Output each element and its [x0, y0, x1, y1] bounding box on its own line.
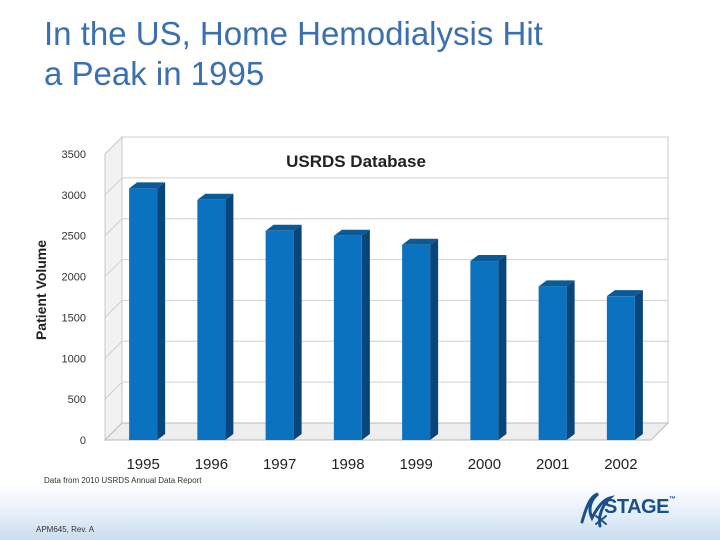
bar-side: [157, 182, 166, 440]
bar-side: [634, 290, 643, 440]
logo-trademark: ™: [668, 496, 676, 503]
bar: [333, 235, 362, 440]
chart-bars: [129, 182, 643, 440]
slide-title: In the US, Home Hemodialysis Hit a Peak …: [44, 14, 684, 94]
bar-top: [129, 182, 166, 189]
y-tick-label: 500: [68, 394, 86, 406]
y-tick-label: 1500: [62, 312, 86, 324]
bar-top: [265, 224, 302, 231]
x-axis-tick-labels: 1995 1996 1997 1998 1999 2000 2001 2002: [126, 456, 637, 473]
gridline: [104, 136, 668, 155]
chart-back-wall: [104, 135, 669, 442]
bar-top: [402, 238, 439, 245]
x-tick-label: 1999: [399, 456, 432, 473]
bar-side: [566, 280, 575, 440]
bar-side: [498, 255, 507, 440]
x-tick-label: 1996: [195, 456, 228, 473]
x-tick-label: 2001: [536, 456, 569, 473]
bar: [538, 286, 567, 440]
footer-code: APM645, Rev. A: [36, 525, 95, 534]
x-tick-label: 2000: [468, 456, 501, 473]
logo-swirl-icon: [580, 492, 615, 528]
side-wall: [104, 135, 123, 442]
bar: [265, 230, 294, 440]
bar: [129, 188, 158, 440]
bar-top: [606, 290, 643, 297]
y-tick-label: 2000: [62, 272, 86, 284]
chart-floor: [103, 422, 670, 441]
bar-side: [361, 229, 370, 440]
x-tick-label: 1995: [126, 456, 159, 473]
bar-top: [197, 193, 234, 200]
y-tick-label: 1000: [62, 353, 86, 365]
nxstage-logo: STAGE™: [576, 488, 688, 532]
bar: [606, 296, 635, 440]
y-axis-label: Patient Volume: [33, 240, 49, 340]
bar: [197, 199, 226, 440]
bar-side: [293, 224, 302, 440]
y-tick-label: 3000: [62, 190, 86, 202]
bar-top: [538, 280, 575, 287]
bar: [402, 244, 431, 440]
bar-side: [225, 193, 234, 440]
y-axis-tick-labels: 0 500 1000 1500 2000 2500 3000 3500: [62, 149, 86, 447]
source-note: Data from 2010 USRDS Annual Data Report: [44, 476, 202, 485]
bar-side: [430, 238, 439, 440]
bar: [470, 261, 499, 440]
slide-title-line-1: In the US, Home Hemodialysis Hit: [44, 15, 543, 52]
slide-title-line-2: a Peak in 1995: [44, 55, 265, 92]
logo-text: STAGE: [604, 496, 669, 518]
gridline: [104, 218, 668, 237]
gridline: [104, 177, 668, 196]
y-tick-label: 0: [80, 435, 86, 447]
x-tick-label: 1998: [331, 456, 364, 473]
bar-top: [470, 255, 507, 262]
x-tick-label: 2002: [604, 456, 637, 473]
y-tick-label: 3500: [62, 149, 86, 161]
y-tick-label: 2500: [62, 231, 86, 243]
x-tick-label: 1997: [263, 456, 296, 473]
bar-top: [333, 229, 370, 236]
chart-title: USRDS Database: [286, 152, 426, 171]
logo-wordmark: STAGE™: [604, 496, 676, 519]
floor-plane: [103, 422, 670, 441]
